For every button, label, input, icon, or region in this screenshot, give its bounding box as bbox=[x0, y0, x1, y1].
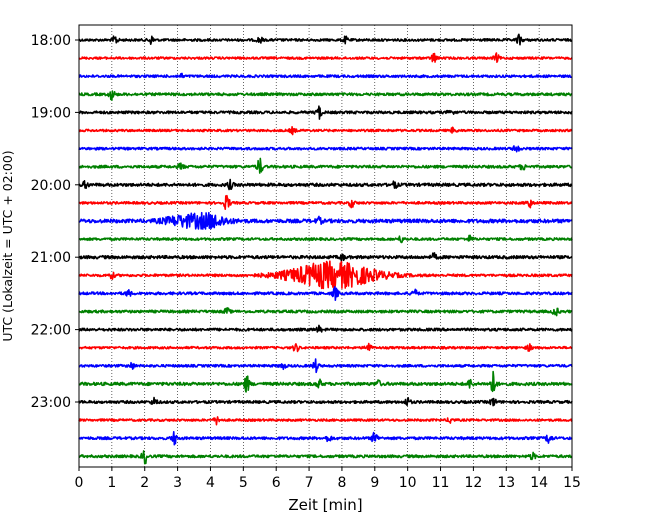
y-tick-label: 20:00 bbox=[31, 178, 71, 194]
y-axis: 18:00 19:00 20:00 21:00 22:00 23:00 bbox=[31, 33, 79, 411]
trace-1900 bbox=[78, 105, 573, 120]
x-axis: 0 1 2 3 4 5 6 7 8 9 10 11 12 13 14 15 bbox=[75, 467, 581, 491]
trace-1815 bbox=[78, 52, 573, 63]
x-tick-label: 13 bbox=[497, 475, 515, 491]
trace-2100 bbox=[78, 252, 573, 263]
trace-rows bbox=[78, 33, 573, 465]
x-tick-label: 2 bbox=[140, 475, 149, 491]
x-tick-label: 15 bbox=[563, 475, 581, 491]
trace-1830 bbox=[78, 72, 573, 79]
x-tick-label: 14 bbox=[530, 475, 548, 491]
x-tick-label: 7 bbox=[305, 475, 314, 491]
y-tick-label: 21:00 bbox=[31, 250, 71, 266]
trace-2345 bbox=[78, 450, 573, 465]
x-tick-label: 10 bbox=[399, 475, 417, 491]
trace-2200 bbox=[78, 324, 573, 333]
y-tick-label: 23:00 bbox=[31, 395, 71, 411]
x-tick-label: 0 bbox=[75, 475, 84, 491]
x-tick-label: 8 bbox=[337, 475, 346, 491]
trace-2330 bbox=[78, 431, 573, 446]
y-tick-label: 18:00 bbox=[31, 33, 71, 49]
trace-2300 bbox=[78, 396, 573, 407]
trace-1845 bbox=[78, 90, 573, 101]
x-tick-label: 9 bbox=[370, 475, 379, 491]
x-tick-label: 1 bbox=[107, 475, 116, 491]
y-axis-label: UTC (Lokalzeit = UTC + 02:00) bbox=[0, 150, 15, 341]
x-tick-label: 5 bbox=[239, 475, 248, 491]
x-axis-label: Zeit [min] bbox=[288, 496, 362, 514]
x-tick-label: 3 bbox=[173, 475, 182, 491]
trace-1930 bbox=[78, 145, 573, 153]
y-tick-label: 19:00 bbox=[31, 105, 71, 121]
trace-1915 bbox=[78, 126, 573, 136]
trace-2130 bbox=[78, 286, 573, 302]
trace-2245 bbox=[78, 370, 573, 393]
trace-2215 bbox=[78, 342, 573, 353]
trace-1800 bbox=[78, 33, 573, 46]
trace-2030 bbox=[78, 211, 573, 230]
trace-2115 bbox=[78, 260, 573, 290]
trace-2315 bbox=[78, 416, 573, 426]
x-tick-label: 4 bbox=[206, 475, 215, 491]
trace-2000 bbox=[78, 178, 573, 191]
x-tick-label: 12 bbox=[464, 475, 482, 491]
trace-2045 bbox=[78, 234, 573, 244]
y-tick-label: 22:00 bbox=[31, 323, 71, 339]
trace-2145 bbox=[78, 307, 573, 317]
trace-2015 bbox=[78, 194, 573, 210]
plot-frame bbox=[78, 24, 573, 468]
x-tick-label: 11 bbox=[432, 475, 450, 491]
x-tick-label: 6 bbox=[272, 475, 281, 491]
trace-1945 bbox=[78, 157, 573, 174]
trace-2230 bbox=[78, 358, 573, 374]
